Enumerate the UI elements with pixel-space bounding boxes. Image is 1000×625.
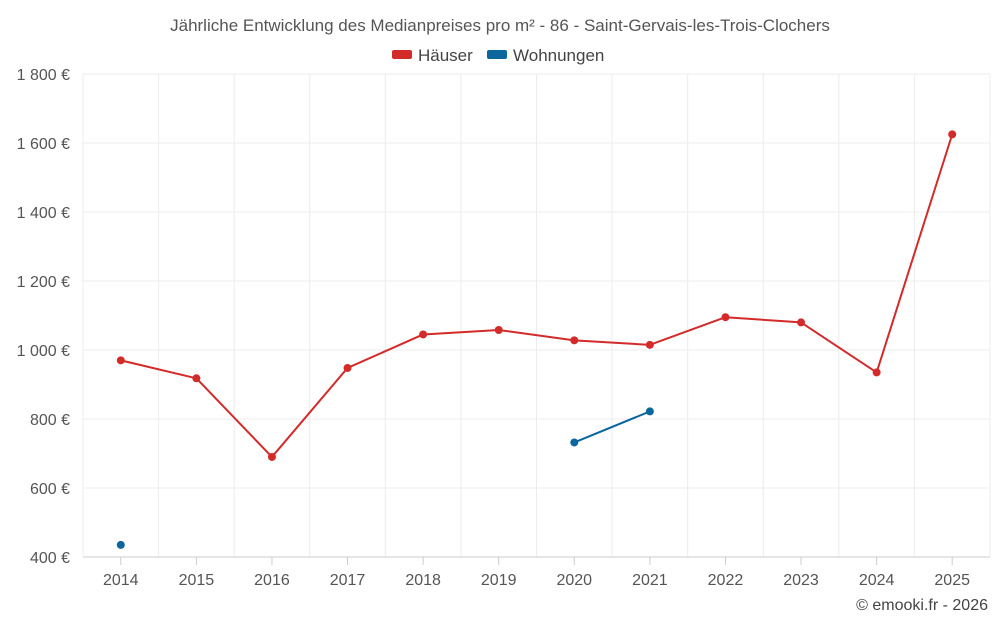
x-tick-label: 2021 <box>632 572 668 589</box>
y-tick-label: 1 600 € <box>17 136 70 153</box>
data-point-h-user-2025[interactable] <box>948 130 957 139</box>
series-line-h-user <box>120 134 954 458</box>
x-tick-label: 2016 <box>254 572 290 589</box>
grid <box>82 73 991 558</box>
x-tick-label: 2017 <box>330 572 366 589</box>
data-point-h-user-2023[interactable] <box>797 318 806 327</box>
data-point-h-user-2017[interactable] <box>343 363 352 372</box>
data-point-h-user-2020[interactable] <box>570 336 579 345</box>
x-tick-label: 2023 <box>783 572 819 589</box>
y-tick-label: 1 800 € <box>17 67 70 84</box>
data-point-wohnungen-2021[interactable] <box>645 407 654 416</box>
data-point-wohnungen-2014[interactable] <box>116 540 125 549</box>
credit-text: © emooki.fr - 2026 <box>856 597 988 614</box>
data-point-h-user-2014[interactable] <box>116 356 125 365</box>
legend-item-h-user[interactable]: Häuser <box>418 46 473 65</box>
legend-swatch-wohnungen <box>487 50 507 59</box>
series-line-wohnungen <box>573 410 651 444</box>
x-tick-label: 2022 <box>708 572 744 589</box>
series-group <box>116 130 957 549</box>
x-tick-label: 2014 <box>103 572 139 589</box>
data-point-h-user-2016[interactable] <box>267 452 276 461</box>
y-tick-label: 1 200 € <box>17 274 70 291</box>
data-point-h-user-2024[interactable] <box>872 368 881 377</box>
x-tick-label: 2020 <box>556 572 592 589</box>
y-tick-label: 600 € <box>30 481 70 498</box>
data-point-wohnungen-2020[interactable] <box>570 438 579 447</box>
x-tick-label: 2015 <box>179 572 215 589</box>
y-axis: 400 € 600 € 800 € 1 000 € 1 200 € 1 400 € 1 60… <box>17 67 70 567</box>
legend-item-wohnungen[interactable]: Wohnungen <box>513 46 604 65</box>
legend-swatch-h-user <box>392 50 412 59</box>
y-tick-label: 1 000 € <box>17 343 70 360</box>
x-tick-label: 2018 <box>405 572 441 589</box>
data-point-h-user-2015[interactable] <box>192 374 201 383</box>
x-tick-label: 2019 <box>481 572 517 589</box>
data-point-h-user-2018[interactable] <box>419 330 428 339</box>
data-point-h-user-2021[interactable] <box>645 340 654 349</box>
x-axis: 2014 2015 2016 2017 2018 2019 2020 2021 2022 2023… <box>83 556 990 589</box>
x-tick-label: 2024 <box>859 572 895 589</box>
data-point-h-user-2019[interactable] <box>494 325 503 334</box>
y-tick-label: 800 € <box>30 412 70 429</box>
legend[interactable]: Häuser Wohnungen <box>392 46 604 65</box>
y-tick-label: 1 400 € <box>17 205 70 222</box>
y-tick-label: 400 € <box>30 550 70 567</box>
chart-title: Jährliche Entwicklung des Medianpreises … <box>170 16 830 35</box>
x-tick-label: 2025 <box>934 572 970 589</box>
data-point-h-user-2022[interactable] <box>721 313 730 322</box>
